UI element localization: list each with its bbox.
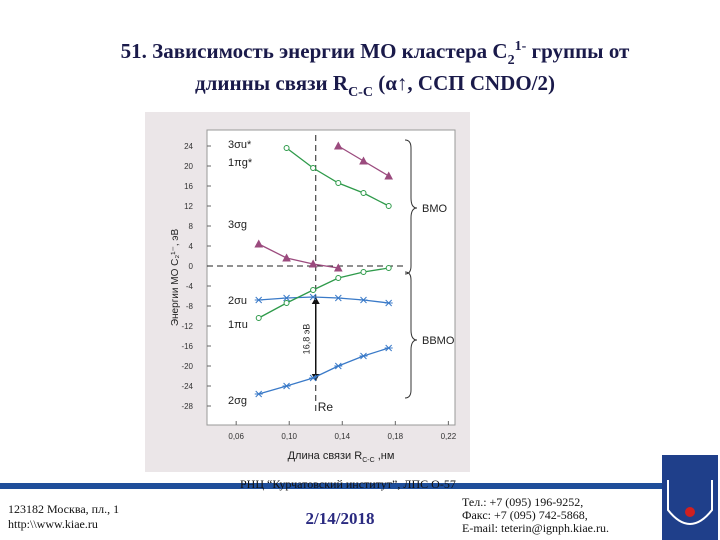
brace xyxy=(404,271,418,399)
y-tick-label: 12 xyxy=(184,202,193,211)
series-line xyxy=(258,296,389,304)
footer-org: РНЦ “Курчатовский институт”, ЛПС О-57 xyxy=(240,477,456,491)
logo-shape xyxy=(685,507,695,517)
series-label: 3σg xyxy=(228,219,247,231)
point xyxy=(384,344,393,352)
point xyxy=(334,362,343,370)
y-tick-label: -4 xyxy=(186,282,194,291)
point xyxy=(282,294,291,302)
point xyxy=(254,390,263,398)
point xyxy=(308,259,318,268)
re-label: Re xyxy=(318,400,334,414)
title-part: длинны связи R xyxy=(195,71,349,95)
point xyxy=(360,190,367,196)
x-tick-label: 0,18 xyxy=(388,432,404,441)
x-axis-label-part: C-C xyxy=(362,457,374,464)
y-tick-label: 24 xyxy=(184,142,193,151)
point xyxy=(283,300,290,306)
point xyxy=(334,294,343,302)
y-tick-label: 16 xyxy=(184,182,193,191)
footer-contact: Факс: +7 (095) 742-5868, xyxy=(462,508,588,522)
point xyxy=(309,374,318,382)
point xyxy=(384,299,393,307)
y-tick-label: 20 xyxy=(184,162,193,171)
title-sub: C-C xyxy=(348,85,373,100)
x-axis-label-part: Длина связи R xyxy=(288,450,363,462)
footer-contact: E-mail: teterin@ignph.kiae.ru. xyxy=(462,521,609,535)
point xyxy=(333,141,343,150)
y-tick-label: -8 xyxy=(186,302,194,311)
footer-url: http:\\www.kiae.ru xyxy=(8,517,98,531)
plot: 24 20 16 12 8 4 0 -4 -8 -12 -16 -20 -24 -28 0,06 0,10 0,… xyxy=(170,135,457,464)
series-label: 3σu* xyxy=(228,139,252,151)
title-part: (α↑, ССП CNDO/2) xyxy=(373,71,555,95)
point xyxy=(282,253,291,262)
x-tick-label: 0,22 xyxy=(441,432,457,441)
arrow-head xyxy=(311,297,320,304)
point xyxy=(360,269,367,275)
title-sup: 1- xyxy=(515,39,527,54)
point xyxy=(384,171,394,180)
x-tick-label: 0,10 xyxy=(281,432,297,441)
point xyxy=(282,382,291,390)
y-tick-label: -12 xyxy=(181,322,193,331)
x-axis-label-part: ,нм xyxy=(375,450,395,462)
y-tick-label: -28 xyxy=(181,402,193,411)
point xyxy=(359,352,368,360)
group-label: ВМО xyxy=(422,203,448,215)
point xyxy=(359,296,368,304)
y-axis-label: Энергии МО C₂¹⁻, эВ xyxy=(170,228,181,326)
series-line xyxy=(258,243,339,269)
y-tick-label: -20 xyxy=(181,362,193,371)
point xyxy=(254,296,263,304)
series-label: 1πu xyxy=(228,319,248,331)
brace xyxy=(404,139,418,275)
series-label: 2σu xyxy=(228,295,247,307)
title-line2: длинны связи RC-C (α↑, ССП CNDO/2) xyxy=(195,71,555,100)
y-tick-label: 4 xyxy=(189,242,194,251)
title-part: группы от xyxy=(526,39,630,63)
footer-address: 123182 Москва, пл., 1 xyxy=(8,502,119,516)
series-line xyxy=(258,267,389,319)
point xyxy=(310,165,317,171)
logo xyxy=(662,455,718,540)
plot-frame xyxy=(206,129,456,426)
point xyxy=(385,265,392,271)
x-axis-label: Длина связи RC-C ,нм xyxy=(288,450,395,464)
title-part: 51. Зависимость энергии МО кластера C xyxy=(121,39,508,63)
point xyxy=(309,293,318,301)
point xyxy=(283,145,290,151)
title-sub: 2 xyxy=(508,53,515,68)
gap-label: 16,8 эВ xyxy=(302,324,312,355)
y-tick-label: -24 xyxy=(181,382,193,391)
point xyxy=(310,287,317,293)
series-label: 2σg xyxy=(228,395,247,407)
logo-shape xyxy=(662,455,718,540)
point xyxy=(333,263,343,272)
point xyxy=(255,315,262,321)
point xyxy=(335,275,342,281)
title-line1: 51. Зависимость энергии МО кластера C21-… xyxy=(121,39,630,68)
y-tick-label: 0 xyxy=(189,262,194,271)
point xyxy=(254,239,264,248)
point xyxy=(385,203,392,209)
y-tick-label: 8 xyxy=(189,222,194,231)
point xyxy=(335,180,342,186)
series-line xyxy=(258,347,389,395)
x-tick-label: 0,14 xyxy=(334,432,350,441)
y-tick-label: -16 xyxy=(181,342,193,351)
footer-date: 2/14/2018 xyxy=(306,509,375,528)
group-label: ВВМО xyxy=(422,335,455,347)
logo-shape xyxy=(667,480,713,525)
footer-bar xyxy=(0,483,690,489)
footer-contact: Тел.: +7 (095) 196-9252, xyxy=(462,495,583,509)
point xyxy=(359,156,368,165)
x-tick-label: 0,06 xyxy=(228,432,244,441)
series-label: 1πg* xyxy=(228,157,253,169)
